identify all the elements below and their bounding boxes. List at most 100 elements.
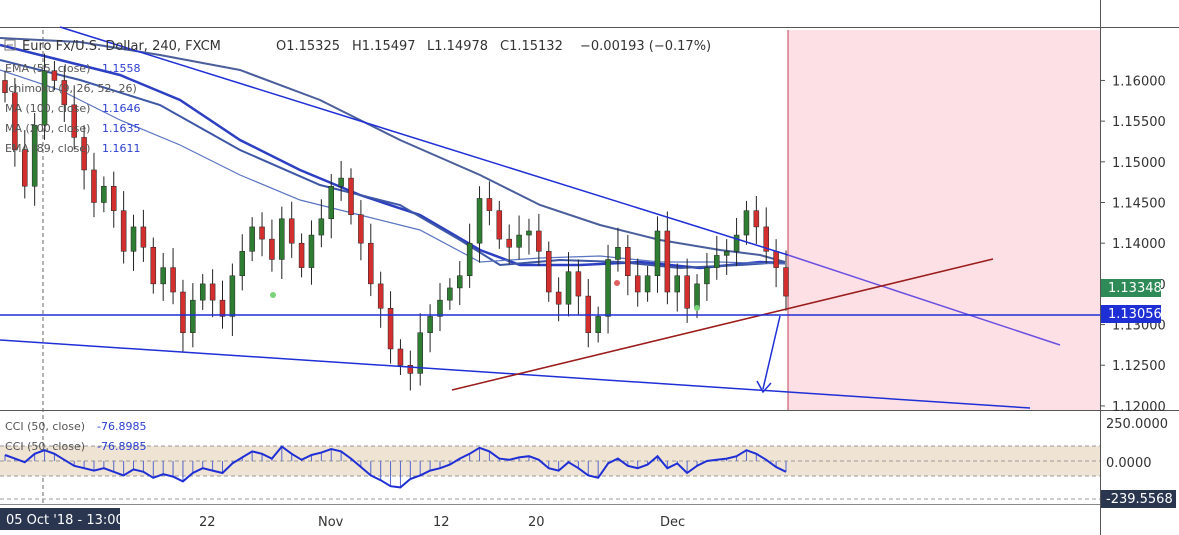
candle-down (2, 80, 8, 93)
ema-89-line (0, 69, 786, 265)
time-tick-dec: Dec (660, 515, 685, 530)
projection-arrow[interactable] (762, 315, 781, 390)
candle-up (674, 275, 681, 293)
candle-up (447, 287, 453, 301)
candle-up (644, 275, 651, 293)
candle-up (476, 198, 483, 244)
signal-dot-green (694, 305, 700, 311)
candle-up (723, 251, 730, 256)
cci-label-2[interactable]: CCI (50, close) (5, 440, 85, 453)
candle-up (733, 234, 740, 252)
candle-up (239, 251, 246, 276)
candlestick-series (2, 53, 789, 391)
candle-down (180, 291, 186, 333)
candle-down (407, 364, 414, 374)
indicator-ema89-label[interactable]: EMA (89, close) (5, 142, 90, 155)
candle-up (249, 226, 255, 252)
candle-down (269, 238, 275, 260)
price-axis-tick-label: 1.16000 (1112, 74, 1166, 89)
cci-axis-tick-0: 0.0000 (1106, 456, 1152, 471)
cci-last-tag (1101, 490, 1176, 508)
candle-down (783, 267, 789, 297)
ma-200-line (0, 59, 786, 270)
candle-down (506, 238, 512, 248)
candle-down (140, 226, 147, 248)
cci-value-1: -76.8985 (97, 420, 146, 433)
cci-label-1[interactable]: CCI (50, close) (5, 420, 85, 433)
descending-trendline-upper[interactable] (59, 26, 789, 256)
candle-down (684, 275, 690, 309)
indicator-ma100-label[interactable]: MA (100, close) (5, 102, 90, 115)
candle-down (120, 210, 127, 252)
candle-up (199, 283, 206, 301)
candle-down (170, 267, 176, 293)
ohlc-close: C1.15132 (500, 39, 563, 54)
candle-down (81, 137, 87, 171)
signal-dot-red (614, 280, 620, 286)
candle-down (110, 185, 117, 211)
indicator-ma200-value: 1.1635 (102, 122, 141, 135)
level-price-tag (1101, 305, 1161, 323)
candle-down (61, 80, 68, 106)
candle-down (71, 104, 77, 138)
candle-up (743, 210, 750, 236)
indicator-ema55-label[interactable]: EMA (55, close) (5, 62, 90, 75)
price-axis-tick-label: 1.12000 (1112, 400, 1166, 415)
price-axis[interactable]: 1.160001.155001.150001.145001.140001.135… (1100, 74, 1166, 415)
last-price-tag (1101, 279, 1161, 297)
indicator-legend[interactable]: EMA (55, close) 1.1558 Ichimoku (9, 26, … (5, 62, 141, 155)
candle-up (318, 218, 325, 236)
price-change: −0.00193 (−0.17%) (580, 39, 711, 54)
candle-up (605, 259, 611, 317)
symbol-title[interactable]: Euro Fx/U.S. Dollar, 240, FXCM (22, 39, 221, 54)
indicator-ichimoku-label[interactable]: Ichimoku (9, 26, 52, 26) (5, 82, 137, 95)
price-axis-tick-label: 1.14500 (1112, 197, 1166, 212)
candle-up (466, 242, 473, 276)
candle-down (773, 251, 779, 268)
candle-up (714, 255, 720, 268)
candle-up (160, 267, 166, 285)
indicator-ma200-label[interactable]: MA (200, close) (5, 122, 90, 135)
header-menu-icon[interactable] (4, 39, 16, 51)
cci-last-value: -239.5568 (1106, 492, 1173, 507)
ohlc-high: H1.15497 (352, 39, 416, 54)
candle-up (427, 316, 433, 333)
crosshair-time-tag (0, 508, 120, 530)
last-price-value: 1.13348 (1108, 281, 1162, 296)
ma-100-line (0, 37, 786, 263)
cci-legend[interactable]: CCI (50, close) -76.8985 CCI (50, close)… (5, 420, 146, 453)
price-axis-tick-label: 1.14000 (1112, 237, 1166, 252)
candle-down (496, 210, 503, 240)
descending-trendline-extension[interactable] (787, 254, 1061, 346)
candle-down (219, 299, 226, 317)
projection-arrowhead (756, 380, 772, 394)
cci-value-2: -76.8985 (97, 440, 146, 453)
cci-axis-tick-250: 250.0000 (1106, 417, 1168, 432)
candle-up (457, 275, 463, 289)
candle-down (763, 226, 769, 252)
candle-down (486, 198, 493, 211)
candle-up (190, 299, 196, 333)
candle-up (615, 247, 621, 260)
indicator-ma100-value: 1.1646 (102, 102, 141, 115)
candle-down (150, 247, 157, 285)
cci-line (4, 445, 787, 489)
price-axis-tick-label: 1.15500 (1112, 115, 1166, 130)
rising-support-trendline[interactable] (451, 258, 994, 391)
candle-down (377, 283, 384, 309)
candle-down (298, 242, 305, 268)
candle-down (575, 271, 582, 297)
candle-up (328, 185, 334, 220)
candle-up (229, 275, 236, 317)
candle-up (595, 316, 601, 333)
ohlc-low: L1.14978 (427, 39, 488, 54)
candle-down (348, 177, 354, 215)
indicator-ema89-value: 1.1611 (102, 142, 141, 155)
time-tick-22: 22 (199, 515, 216, 530)
candle-up (526, 230, 532, 236)
candle-up (565, 271, 572, 305)
candle-down (387, 308, 394, 350)
candle-up (694, 283, 700, 309)
candle-up (437, 299, 443, 317)
